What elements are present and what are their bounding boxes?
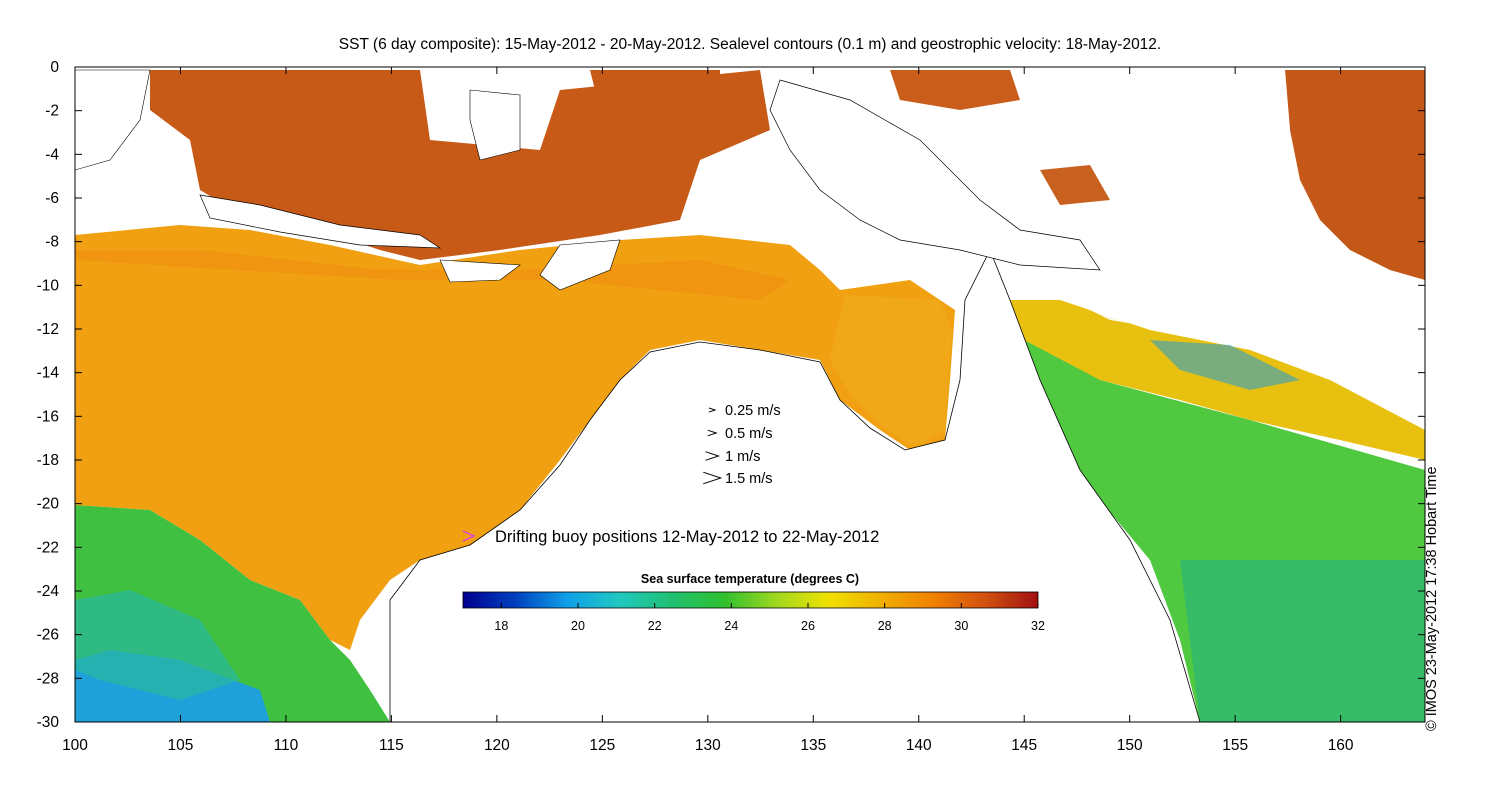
warm-region-north-center	[890, 70, 1020, 110]
y-tick-label: -16	[37, 408, 59, 425]
warm-region-northeast	[1285, 70, 1425, 280]
y-tick-label: -20	[37, 496, 60, 513]
colorbar-bar	[462, 591, 1039, 609]
x-tick-label: 155	[1222, 737, 1248, 754]
colorbar-tick-label: 30	[954, 619, 968, 633]
velocity-legend: 0.25 m/s 0.5 m/s 1 m/s 1.5 m/s	[703, 403, 781, 487]
x-tick-label: 105	[168, 737, 194, 754]
copyright-credit: © IMOS 23-May-2012 17:38 Hobart Time	[1424, 466, 1440, 731]
y-tick-label: -26	[37, 627, 59, 644]
y-tick-label: -10	[37, 277, 60, 294]
velocity-arrow-icon	[705, 451, 721, 461]
colorbar-tick-label: 26	[801, 619, 815, 633]
map-title: SST (6 day composite): 15-May-2012 - 20-…	[338, 36, 1162, 53]
x-axis: 100 105 110 115 120 125 130 135 140 145 150 155 160	[62, 67, 1354, 754]
buoy-marker-icon	[462, 530, 476, 542]
sulawesi-island	[469, 89, 521, 161]
colorbar-title: Sea surface temperature (degrees C)	[641, 572, 859, 586]
x-tick-label: 125	[589, 737, 615, 754]
plot-frame	[74, 66, 1426, 723]
x-tick-label: 135	[800, 737, 826, 754]
new-guinea-landmass	[769, 79, 1101, 271]
colorbar-tick-label: 22	[648, 619, 662, 633]
y-tick-label: -8	[45, 234, 59, 251]
sumatra-island	[75, 69, 151, 171]
y-tick-label: 0	[50, 59, 59, 76]
coral-sea-warm	[980, 300, 1425, 460]
y-tick-label: -4	[45, 146, 59, 163]
y-tick-label: -14	[37, 365, 60, 382]
buoy-legend-label: Drifting buoy positions 12-May-2012 to 2…	[495, 528, 879, 546]
colorbar-tick-label: 18	[494, 619, 508, 633]
timor-island	[539, 239, 621, 291]
y-tick-label: -6	[45, 190, 59, 207]
warm-region-north	[150, 70, 770, 260]
velocity-legend-label: 1.5 m/s	[725, 471, 773, 487]
colorbar-tick-label: 32	[1031, 619, 1045, 633]
colorbar: Sea surface temperature (degrees C) 18 20…	[462, 572, 1045, 633]
velocity-legend-label: 0.5 m/s	[725, 426, 773, 442]
y-tick-label: -24	[37, 583, 60, 600]
tropical-warm-band	[75, 225, 955, 650]
x-tick-label: 120	[484, 737, 510, 754]
y-tick-label: -28	[37, 670, 59, 687]
x-tick-label: 150	[1117, 737, 1143, 754]
colorbar-ticks: 18 20 22 24 26 28 30 32	[494, 603, 1045, 633]
buoy-legend: Drifting buoy positions 12-May-2012 to 2…	[462, 528, 879, 546]
y-tick-label: -12	[37, 321, 59, 338]
sst-field	[75, 67, 1425, 722]
y-axis: 0 -2 -4 -6 -8 -10 -12 -14 -16 -18 -20 -22 -24 -26 -28 -…	[37, 59, 1425, 731]
colorbar-tick-label: 20	[571, 619, 585, 633]
x-tick-label: 115	[379, 737, 404, 754]
velocity-arrow-icon	[707, 429, 718, 437]
colorbar-tick-label: 28	[878, 619, 892, 633]
gulf-region	[830, 295, 952, 448]
velocity-arrow-icon	[708, 407, 717, 413]
velocity-legend-label: 1 m/s	[725, 449, 760, 465]
x-tick-label: 140	[906, 737, 932, 754]
flores-island	[439, 259, 521, 283]
y-tick-label: -22	[37, 539, 59, 556]
x-tick-label: 145	[1011, 737, 1037, 754]
y-tick-label: -30	[37, 714, 60, 731]
y-tick-label: -18	[37, 452, 59, 469]
x-tick-label: 160	[1328, 737, 1354, 754]
velocity-arrow-icon	[703, 471, 723, 485]
x-tick-label: 130	[695, 737, 721, 754]
x-tick-label: 100	[62, 737, 88, 754]
x-tick-label: 110	[274, 737, 299, 754]
velocity-legend-label: 0.25 m/s	[725, 403, 781, 419]
y-tick-label: -2	[45, 103, 59, 120]
warm-patch	[1040, 165, 1110, 205]
colorbar-tick-label: 24	[724, 619, 738, 633]
java-island	[199, 194, 442, 249]
